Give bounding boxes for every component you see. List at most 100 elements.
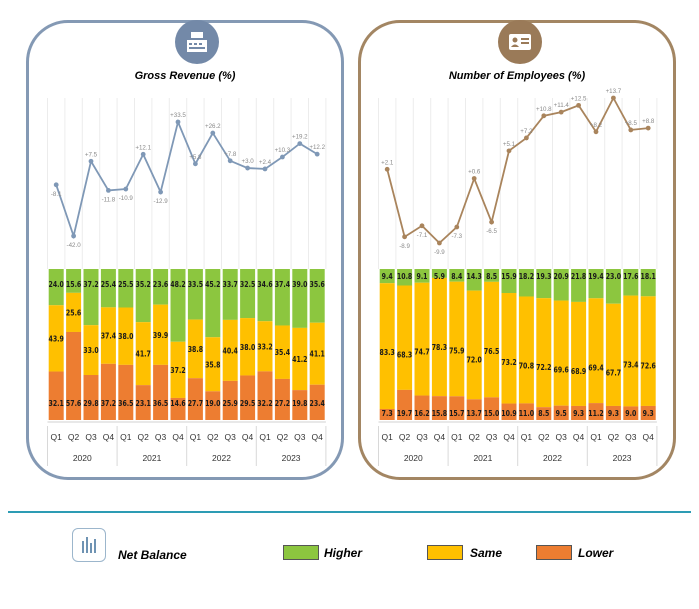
bar-same <box>309 322 325 385</box>
bar-value-label: 36.5 <box>118 398 133 408</box>
bar-value-label: 19.3 <box>536 271 551 281</box>
net-balance-label: +2.4 <box>259 159 272 166</box>
bar-value-label: 29.5 <box>240 398 255 408</box>
net-balance-label: -11.8 <box>102 196 116 203</box>
bar-value-label: 9.1 <box>416 271 427 281</box>
bar-value-label: 13.7 <box>467 408 482 418</box>
bar-value-label: 10.8 <box>397 271 412 281</box>
bar-value-label: 37.2 <box>101 398 116 408</box>
net-balance-line <box>386 96 649 245</box>
year-label: 2020 <box>73 453 92 463</box>
net-balance-point <box>593 129 599 135</box>
bar-same <box>240 318 256 376</box>
bar-same <box>100 307 116 364</box>
net-balance-point <box>524 135 529 141</box>
bar-higher <box>240 269 256 319</box>
bar-lower <box>83 375 99 420</box>
bar-same <box>484 281 500 398</box>
employees-title: Number of Employees (%) <box>448 70 586 82</box>
net-balance-point <box>419 223 425 229</box>
bar-value-label: 69.6 <box>554 365 569 375</box>
id-card-icon <box>498 20 542 64</box>
quarter-label: Q3 <box>155 432 167 442</box>
net-balance-point <box>437 240 442 246</box>
bar-higher <box>66 269 82 293</box>
bar-value-label: 15.7 <box>449 408 464 418</box>
quarter-label: Q1 <box>259 432 271 442</box>
bar-value-label: 20.9 <box>554 271 569 281</box>
bar-lower <box>431 396 447 420</box>
bar-value-label: 37.4 <box>101 331 116 341</box>
net-balance-label: +5.8 <box>189 154 202 161</box>
net-balance-label: -8.1 <box>51 191 62 198</box>
bar-value-label: 19.8 <box>292 398 307 408</box>
bar-value-label: 38.0 <box>240 342 255 352</box>
bar-value-label: 69.4 <box>588 362 603 372</box>
quarter-label: Q3 <box>85 432 97 442</box>
bar-lower <box>501 403 517 420</box>
bar-value-label: 9.3 <box>573 408 584 418</box>
bar-value-label: 14.6 <box>170 398 185 408</box>
bar-value-label: 35.4 <box>275 347 290 357</box>
bar-lower <box>414 395 430 420</box>
bar-value-label: 41.7 <box>136 349 151 359</box>
net-balance-point <box>245 165 251 171</box>
bar-value-label: 72.0 <box>467 355 482 365</box>
quarter-label: Q1 <box>382 432 394 442</box>
bar-value-label: 8.4 <box>451 271 462 281</box>
net-balance-label: +19.2 <box>292 134 308 141</box>
net-balance-label: -9.9 <box>434 249 445 256</box>
bar-value-label: 17.6 <box>623 271 638 281</box>
legend-same-swatch <box>427 545 463 560</box>
net-balance-label: +10.8 <box>536 106 552 113</box>
net-balance-point <box>314 151 320 157</box>
quarter-label: Q1 <box>521 432 533 442</box>
net-balance-label: +8.8 <box>642 118 655 125</box>
bar-value-label: 67.7 <box>606 368 621 378</box>
bar-lower <box>48 371 64 420</box>
quarter-label: Q4 <box>503 432 515 442</box>
bar-value-label: 10.9 <box>501 408 516 418</box>
bar-value-label: 41.1 <box>310 349 325 359</box>
bar-value-label: 78.3 <box>432 342 447 352</box>
bar-value-label: 73.4 <box>623 360 638 370</box>
bar-higher <box>605 269 621 304</box>
quarter-label: Q1 <box>51 432 63 442</box>
net-balance-point <box>454 224 460 230</box>
bar-value-label: 18.1 <box>641 271 656 281</box>
cash-register-icon <box>175 20 219 64</box>
bar-same <box>431 277 447 397</box>
year-label: 2022 <box>212 453 231 463</box>
bar-value-label: 23.1 <box>136 398 151 408</box>
bar-higher <box>588 269 604 299</box>
net-balance-point <box>384 166 390 172</box>
year-label: 2021 <box>142 453 161 463</box>
bar-higher <box>571 269 587 302</box>
net-balance-label: +12.5 <box>571 95 587 102</box>
bar-lower <box>187 378 203 420</box>
bar-value-label: 5.9 <box>434 271 445 281</box>
bar-same <box>48 305 64 372</box>
net-balance-point <box>71 233 76 239</box>
net-balance-point <box>297 141 303 146</box>
bar-higher <box>222 269 238 320</box>
bar-same <box>135 322 151 386</box>
bar-same <box>222 319 238 381</box>
net-balance-label: -10.9 <box>119 195 134 202</box>
bar-value-label: 75.9 <box>449 346 464 356</box>
bar-value-label: 37.4 <box>275 279 290 289</box>
bar-higher <box>501 269 517 294</box>
bar-value-label: 45.2 <box>205 279 220 289</box>
net-balance-point <box>489 219 494 225</box>
net-balance-point <box>576 102 581 108</box>
bar-value-label: 37.2 <box>170 365 185 375</box>
net-balance-point <box>628 127 634 133</box>
quarter-label: Q3 <box>416 432 428 442</box>
net-balance-point <box>645 125 651 131</box>
bar-higher <box>536 269 552 299</box>
quarter-label: Q2 <box>68 432 80 442</box>
net-balance-point <box>262 166 268 172</box>
net-balance-label: -12.9 <box>154 198 169 205</box>
quarter-label: Q1 <box>590 432 602 442</box>
